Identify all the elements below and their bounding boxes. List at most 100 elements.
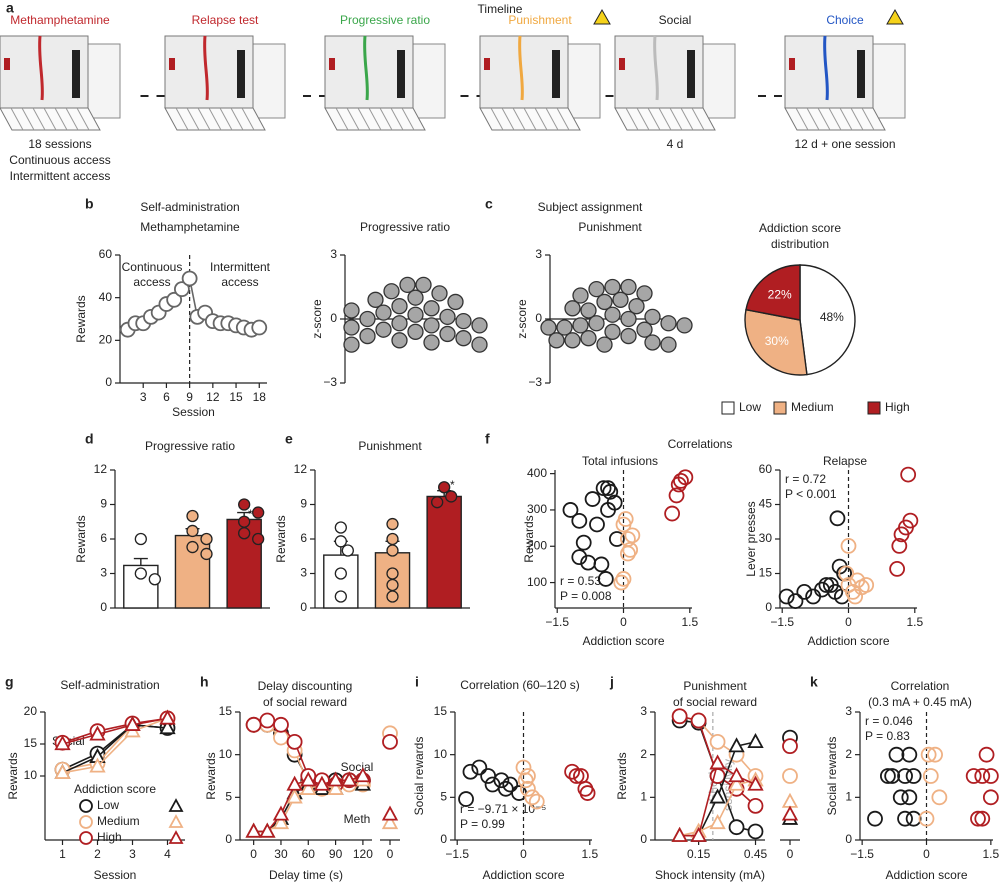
scatter-point [805, 588, 822, 605]
y-tick-label: 0 [105, 375, 112, 389]
x-tick-label: 0 [923, 847, 930, 861]
stage-label: Methamphetamine [10, 13, 110, 27]
legend-label: High [97, 830, 122, 844]
chart-title: of social reward [263, 695, 347, 709]
annotation: * [450, 478, 455, 492]
circle-marker [166, 291, 183, 308]
x-tick-label: 120 [353, 847, 373, 861]
y-tick-label: 3 [330, 247, 337, 261]
dot [375, 304, 392, 321]
floor-bar [501, 107, 515, 131]
dot [455, 312, 472, 330]
scatter-point [606, 494, 623, 511]
scatter-point [879, 768, 896, 784]
y-tick-label: 0 [765, 600, 772, 614]
dot [407, 323, 424, 340]
chamber [479, 35, 601, 131]
triangle-marker [54, 763, 71, 779]
scatter-point [622, 541, 639, 558]
annotation: Meth [344, 812, 371, 826]
dot [628, 298, 645, 315]
triangle-marker [781, 805, 799, 821]
panel-letter: f [485, 431, 490, 447]
y-tick-label: 60 [759, 462, 773, 476]
annotation-text: r = −9.71 × 10⁻⁵ [460, 802, 546, 816]
panel-letter: g [5, 674, 14, 690]
y-tick-label: 20 [24, 704, 38, 718]
annotation: r = −9.71 × 10⁻⁵P = 0.99 [460, 802, 546, 831]
x-axis-label: Shock intensity (mA) [655, 868, 765, 882]
floor-bar [669, 107, 683, 131]
triangle-marker [709, 814, 726, 830]
dot [620, 310, 637, 328]
dot [636, 285, 653, 302]
legend-swatch [773, 401, 787, 415]
dot [343, 336, 360, 353]
stage-label: Choice [826, 13, 864, 27]
scatter-point [593, 556, 610, 573]
y-tick-label: 300 [527, 502, 547, 516]
chart-title: Relapse [823, 454, 867, 468]
circle-marker [690, 712, 707, 729]
scatter-point [562, 502, 579, 518]
panel-letter: i [415, 674, 419, 690]
annotation-text: P < 0.001 [785, 487, 837, 501]
y-tick-label: 9 [100, 497, 107, 511]
scatter-point [787, 593, 804, 609]
data-point [386, 544, 399, 557]
legend-marker [79, 799, 93, 813]
dot [423, 300, 440, 317]
data-point [252, 506, 265, 519]
y-tick-label: 6 [100, 531, 107, 545]
dot [423, 317, 440, 334]
data-point [200, 532, 213, 546]
x-tick-label: 0 [250, 847, 257, 861]
y-tick-label: 30 [759, 531, 773, 545]
annotation-text: r = 0.72 [785, 472, 826, 486]
y-axis-label: z-score [310, 299, 324, 339]
error-bar [133, 557, 148, 566]
chart-title: Self-administration [60, 678, 159, 692]
y-tick-label: 2 [640, 747, 647, 761]
scatter-point [829, 510, 846, 527]
dot [431, 285, 448, 302]
scatter-point [502, 776, 519, 793]
y-axis-label: Rewards [6, 752, 20, 799]
y-tick-label: 3 [535, 247, 542, 261]
scatter-point [867, 810, 883, 827]
scatter-point [888, 746, 905, 763]
y-tick-label: 0 [640, 832, 647, 846]
scatter-point [965, 768, 982, 784]
warning-icon [886, 8, 904, 25]
chart-title: Total infusions [582, 454, 658, 468]
series-line [62, 717, 168, 745]
circle-marker [747, 823, 764, 840]
dot [391, 298, 408, 315]
scatter-point [889, 561, 906, 577]
legend-swatch [867, 401, 881, 415]
data-point [334, 590, 347, 603]
data-point [445, 490, 458, 503]
floor-bar [625, 107, 639, 131]
y-tick-label: 10 [24, 768, 38, 782]
data-point [238, 527, 251, 540]
scatter-point [918, 810, 935, 827]
floor-bar [680, 107, 694, 131]
y-axis-label: Rewards [615, 752, 629, 799]
floor-bar [390, 107, 404, 131]
chamber [164, 35, 286, 131]
circle-marker [782, 768, 798, 784]
y-tick-label: 15 [24, 736, 38, 750]
annotation: r = 0.53P = 0.008 [560, 574, 612, 603]
data-point [438, 481, 451, 494]
legend-marker [168, 798, 184, 812]
scatter-point [897, 768, 913, 784]
x-tick-label: 0.45 [744, 847, 768, 861]
legend-label: Low [97, 798, 119, 812]
floor-bar [10, 107, 24, 131]
x-axis-label: Session [172, 405, 215, 419]
x-tick-label: −1.5 [445, 847, 469, 861]
door [237, 50, 245, 98]
